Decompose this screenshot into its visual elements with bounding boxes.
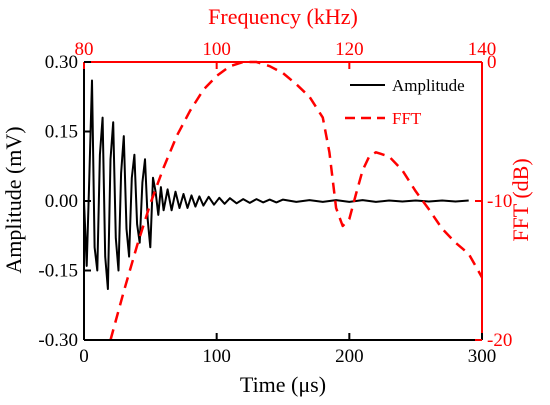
x-bottom-label: Time (μs) — [240, 372, 326, 397]
x-bottom-tick-label: 100 — [202, 346, 231, 367]
series-amplitude-line — [83, 79, 469, 290]
x-bottom-tick-label: 200 — [335, 346, 364, 367]
y-left-tick-label: -0.15 — [38, 261, 78, 282]
x-top-tick-label: 120 — [335, 39, 364, 60]
y-right-tick-label: 0 — [487, 52, 497, 73]
axes: 0 100 200 300 80 100 120 140 -0.30 -0.15 0.00 0.15 0… — [38, 39, 512, 367]
y-left-tick-label: 0.15 — [45, 122, 78, 143]
y-left-tick-label: 0.30 — [45, 52, 78, 73]
x-bottom-tick-label: 300 — [468, 346, 497, 367]
legend-fft-label: FFT — [392, 109, 422, 128]
x-top-label: Frequency (kHz) — [208, 4, 358, 29]
y-left-tick-label: 0.00 — [45, 191, 78, 212]
y-right-label: FFT (dB) — [508, 158, 533, 241]
legend: Amplitude FFT — [345, 76, 465, 128]
y-right-tick-label: -10 — [487, 191, 512, 212]
y-left-label: Amplitude (mV) — [1, 126, 26, 273]
x-bottom-tick-label: 0 — [79, 346, 89, 367]
x-top-tick-label: 100 — [202, 39, 231, 60]
x-top-tick-label: 140 — [468, 39, 497, 60]
series-fft-line — [109, 60, 484, 341]
y-left-tick-label: -0.30 — [38, 330, 78, 351]
legend-amplitude-label: Amplitude — [392, 76, 465, 95]
y-right-tick-label: -20 — [487, 330, 512, 351]
series-layer — [83, 60, 484, 341]
x-top-tick-label: 80 — [75, 39, 94, 60]
